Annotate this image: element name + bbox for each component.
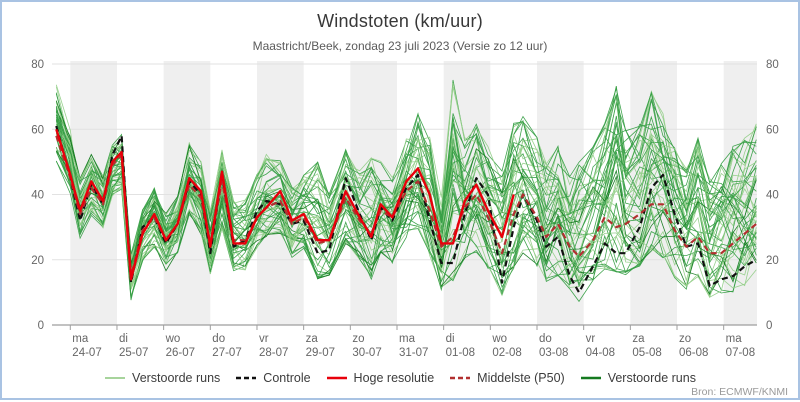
- x-axis-label-day: zo: [352, 333, 364, 345]
- x-axis-label-date: 30-07: [352, 347, 381, 359]
- y-axis-label-left: 20: [31, 255, 44, 267]
- x-axis-label-date: 01-08: [446, 347, 475, 359]
- x-axis-label-day: do: [539, 333, 552, 345]
- ensemble-member-line: [55, 109, 757, 287]
- light-green-line-icon: [105, 377, 126, 379]
- ensemble-member-line: [55, 99, 757, 265]
- page-subtitle: Maastricht/Beek, zondag 23 juli 2023 (Ve…: [252, 39, 548, 53]
- series-line-hoge-resolutie: [55, 128, 515, 281]
- ensemble-member-line: [55, 86, 757, 255]
- x-axis-label-day: do: [212, 333, 225, 345]
- legend-label: Middelste (P50): [477, 371, 565, 385]
- y-axis-label-right: 80: [766, 59, 779, 71]
- x-axis-label-day: di: [446, 333, 455, 345]
- page-title: Windstoten (km/uur): [317, 11, 483, 31]
- x-axis-label-date: 26-07: [166, 347, 195, 359]
- ensemble-member-line: [55, 110, 757, 303]
- black-dashed-line-icon: [236, 376, 257, 380]
- legend-label: Hoge resolutie: [353, 371, 435, 385]
- x-axis-label-day: ma: [726, 333, 743, 345]
- darkred-dashed-line-icon: [450, 376, 471, 380]
- legend-item-hoge-resolutie: Hoge resolutie: [326, 371, 435, 385]
- ensemble-member-line: [55, 92, 757, 269]
- chart-legend: Verstoorde runs Controle Hoge resolutie …: [2, 371, 798, 385]
- x-axis-label-date: 06-08: [679, 347, 708, 359]
- red-line-icon: [326, 376, 347, 380]
- x-axis-label-date: 24-07: [72, 347, 101, 359]
- ensemble-member-line: [55, 126, 757, 299]
- y-axis-label-left: 80: [31, 59, 44, 71]
- dark-green-line-icon: [580, 376, 601, 380]
- x-axis-label-date: 25-07: [119, 347, 148, 359]
- x-axis-label-date: 07-08: [726, 347, 755, 359]
- ensemble-member-line: [55, 95, 757, 268]
- y-axis-label-left: 40: [31, 190, 44, 202]
- x-axis-label-date: 27-07: [212, 347, 241, 359]
- source-credit: Bron: ECMWF/KNMI: [691, 386, 788, 398]
- x-axis-label-day: za: [306, 333, 319, 345]
- ensemble-members: [55, 79, 757, 303]
- x-axis-label-day: za: [632, 333, 645, 345]
- ensemble-member-line: [55, 91, 757, 298]
- ensemble-member-line: [55, 118, 757, 277]
- x-axis-label-day: ma: [72, 333, 89, 345]
- legend-label: Controle: [263, 371, 311, 385]
- x-axis-label-day: zo: [679, 333, 691, 345]
- x-axis-label-day: vr: [259, 333, 269, 345]
- y-axis-label-right: 0: [766, 320, 772, 332]
- ensemble-member-line: [55, 91, 757, 288]
- y-axis-label-right: 60: [766, 124, 779, 136]
- series-line-controle: [55, 125, 757, 294]
- legend-item-verstoorde-runs-light: Verstoorde runs: [104, 371, 220, 385]
- x-axis-label-day: ma: [399, 333, 416, 345]
- x-axis-label-day: vr: [586, 333, 596, 345]
- y-axis-label-right: 20: [766, 255, 779, 267]
- legend-item-verstoorde-runs-dark: Verstoorde runs: [580, 371, 696, 385]
- x-axis-label-date: 02-08: [492, 347, 521, 359]
- y-axis-label-left: 60: [31, 124, 44, 136]
- legend-item-controle: Controle: [235, 371, 311, 385]
- x-axis-label-day: wo: [165, 333, 181, 345]
- x-axis-label-date: 05-08: [632, 347, 661, 359]
- ensemble-member-line: [55, 133, 757, 298]
- legend-label: Verstoorde runs: [132, 371, 221, 385]
- x-axis-label-day: di: [119, 333, 128, 345]
- x-axis-label-date: 03-08: [539, 347, 568, 359]
- x-axis-label-day: wo: [491, 333, 507, 345]
- x-axis-label-date: 28-07: [259, 347, 288, 359]
- ensemble-member-line: [55, 94, 757, 280]
- y-axis-label-left: 0: [38, 320, 44, 332]
- x-axis-label-date: 04-08: [586, 347, 615, 359]
- x-axis-label-date: 31-07: [399, 347, 428, 359]
- x-axis-label-date: 29-07: [306, 347, 335, 359]
- legend-item-middelste-p50: Middelste (P50): [449, 371, 565, 385]
- y-axis-label-right: 40: [766, 190, 779, 202]
- legend-label: Verstoorde runs: [607, 371, 696, 385]
- ensemble-member-line: [55, 86, 757, 282]
